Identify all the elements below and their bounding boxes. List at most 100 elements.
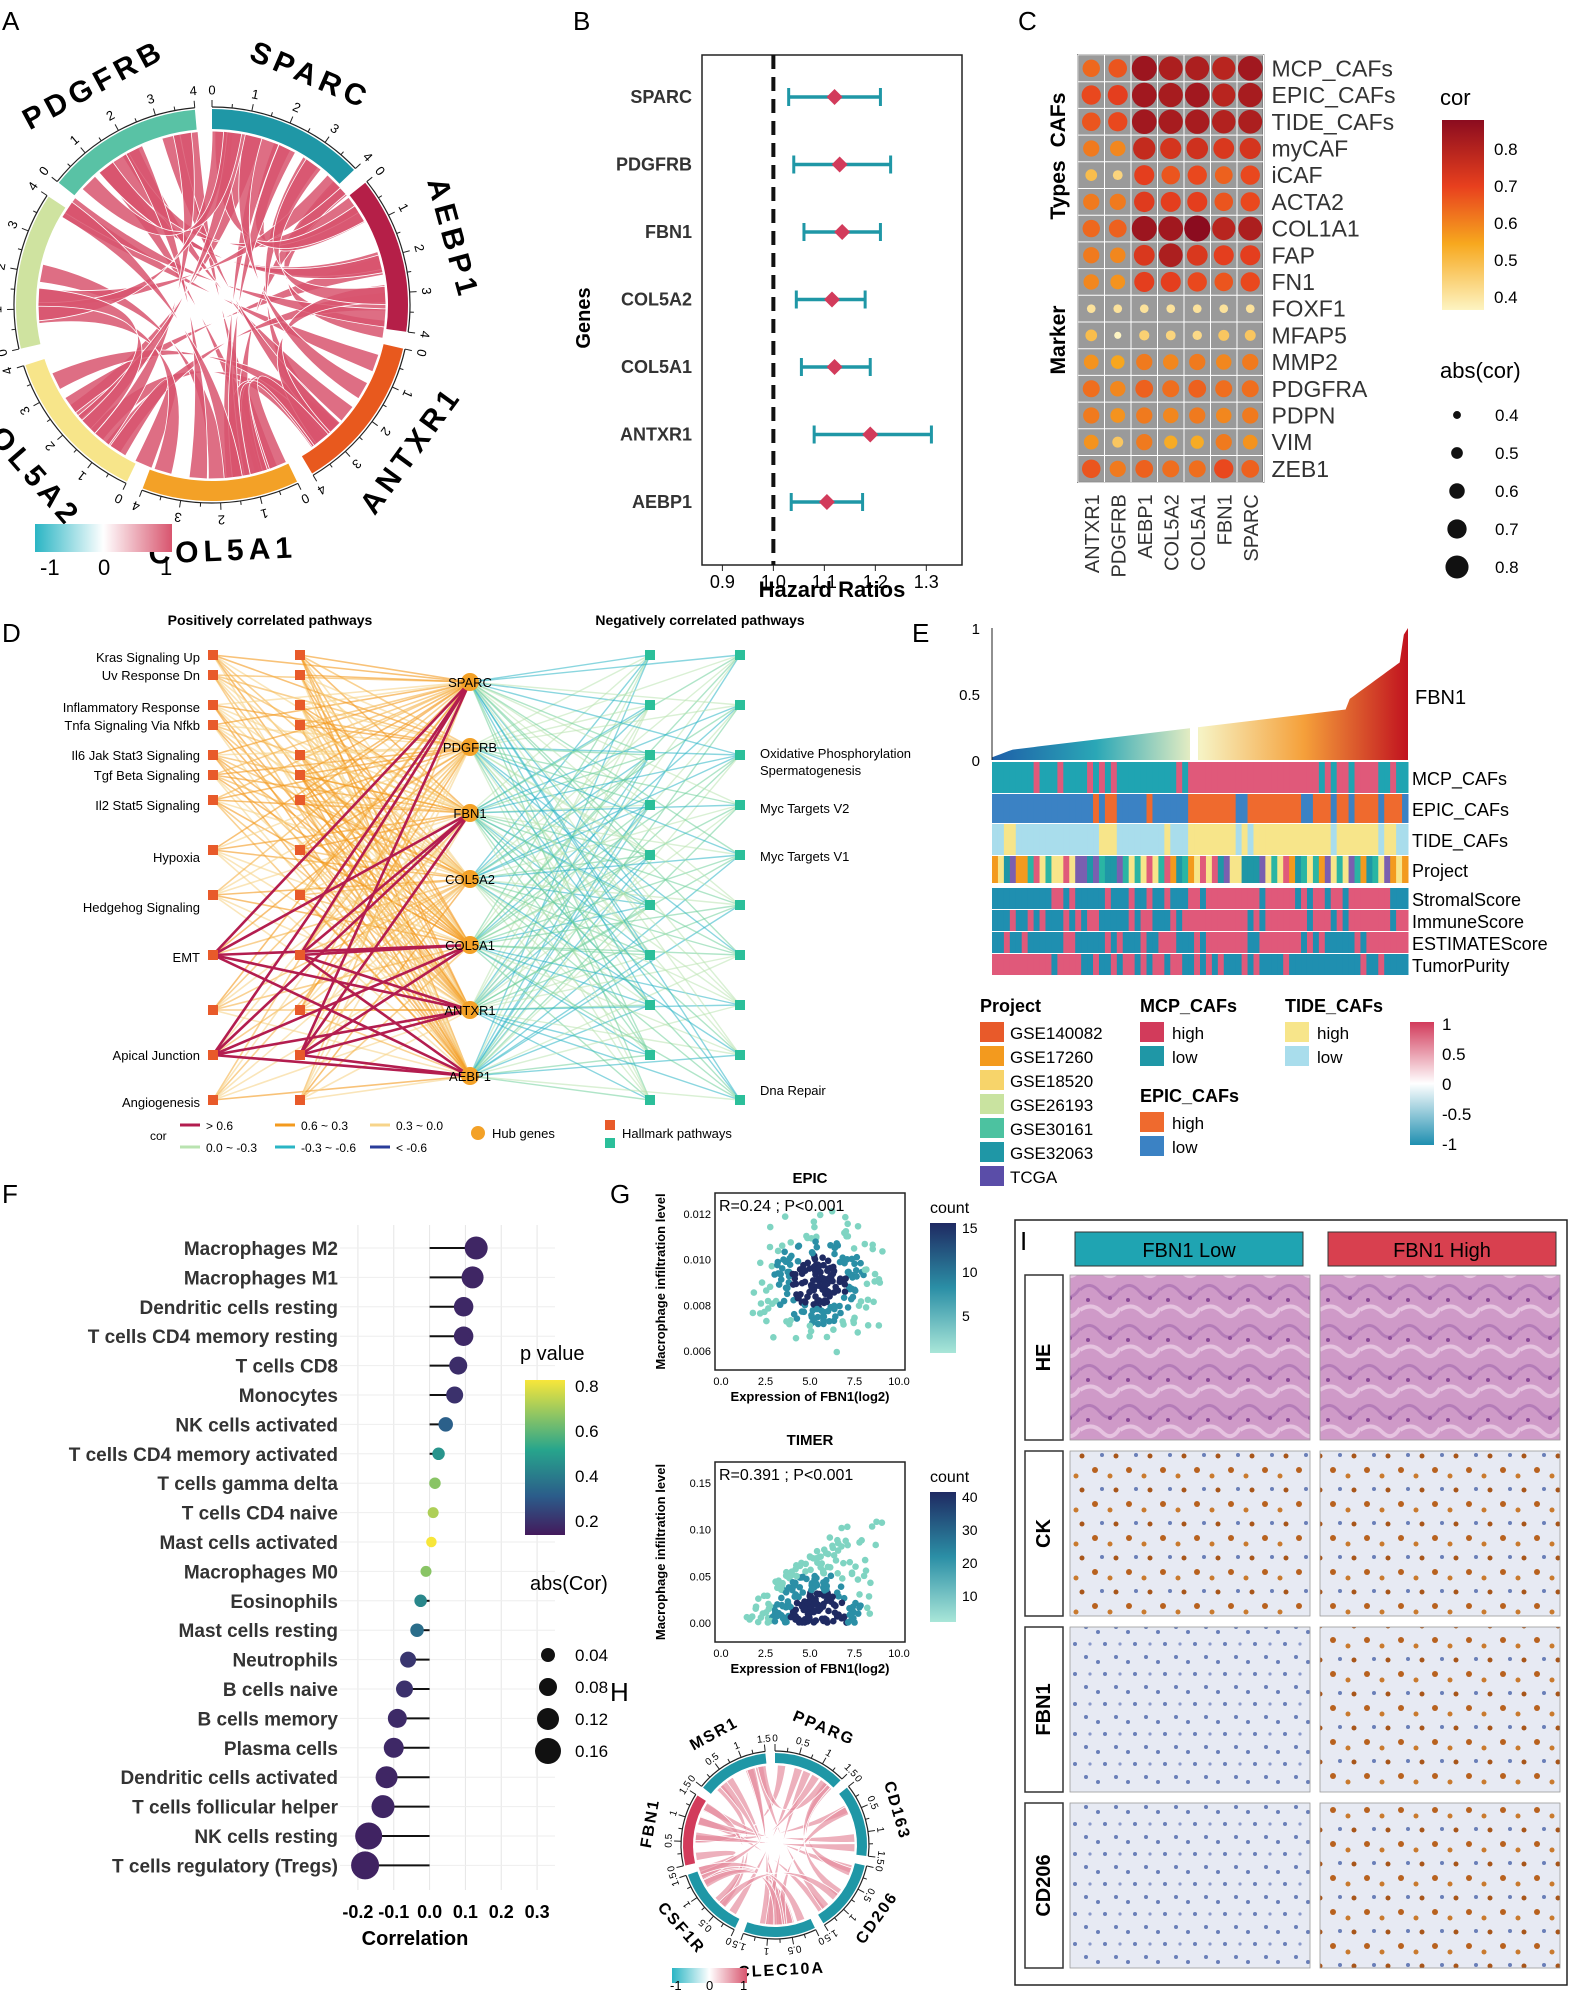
dot-cell [1240,272,1260,292]
heatmap-e-cell [1295,888,1302,909]
lollipop-cell-label: T cells CD4 memory activated [69,1445,338,1466]
heatmap-e-cell [1063,856,1070,883]
sector-tick [679,1874,687,1879]
sector-label: CD206 [853,1889,902,1948]
sector-clec10a [743,1918,815,1938]
network-edge [299,1075,471,1101]
network-edge [299,812,471,851]
dot-cell [1165,330,1176,341]
heatmap-e-cell [1057,954,1064,975]
dot-cell [1214,192,1234,212]
network-edge [469,854,741,1011]
legend-project-label: GSE30161 [1010,1120,1093,1139]
legend-pathway-label: Hallmark pathways [622,1126,732,1141]
network-edge [299,849,471,946]
heatmap-e-cell [1182,856,1189,883]
hexbin-cell [756,1259,764,1267]
sector-tick [404,348,412,352]
heatmap-e-cell [1235,762,1243,793]
hexbin-ytick-label: 0.10 [690,1525,711,1537]
network-edge [469,954,741,1077]
heatmap-e-cell [1390,856,1397,883]
pathway-node [735,750,745,760]
sector-tick [834,1917,838,1922]
heatmap-e-cell [1069,910,1076,931]
heatmap-e-cell [1104,932,1112,953]
forest-gene-label: PDGFRB [616,155,692,175]
heatmap-e-cell [1194,910,1201,931]
legend-scale-tick: -0.5 [1442,1105,1471,1124]
hexbin-cell [823,1619,831,1626]
hexbin-xtick-label: 10.0 [888,1648,909,1660]
p-legend-tick: 0.2 [575,1512,599,1531]
sector-tick [730,1929,735,1937]
dot-cell [1161,165,1181,185]
heatmap-e-cell [1289,932,1296,953]
heatmap-e-cell [1087,954,1094,975]
chord-link [64,197,387,328]
heatmap-e-cell [1271,762,1278,793]
heatmap-e-cell [1372,888,1379,909]
hexbin-cell [766,1602,774,1610]
network-edge [469,812,651,956]
heatmap-e-cell [1075,954,1082,975]
sector-tick [173,106,176,111]
heatmap-e-cell [1093,932,1100,953]
heatmap-e-cell [1348,856,1356,883]
dot-cell [1158,109,1183,134]
pathway-node [645,900,655,910]
pathway-node [645,700,655,710]
heatmap-e-cell [1027,932,1035,953]
row-header-label: CD206 [1033,1854,1055,1916]
heatmap-e-cell [1402,856,1409,883]
sector-tick [98,137,102,142]
forest-xlabel: Hazard Ratios [759,577,906,602]
heatmap-e-cell [1378,824,1385,855]
network-edge [469,746,741,1101]
heatmap-e-cell [1146,932,1153,953]
legend-tide-label: high [1317,1024,1349,1043]
lollipop-cell-label: T cells regulatory (Tregs) [112,1856,338,1877]
heatmap-e-cell [1134,762,1142,793]
legend-project-swatch [980,1070,1004,1090]
dot-cell [1186,244,1208,266]
panel-label-f: F [2,1179,18,1209]
heatmap-e-track-label: MCP_CAFs [1412,769,1507,790]
sector-tick [689,1790,697,1795]
heatmap-e-cell [1122,762,1130,793]
hexbin-cell [864,1296,872,1304]
heatmap-e-cell [1164,954,1171,975]
hexbin-cell [829,1263,837,1271]
heatmap-e-cell [1069,824,1076,855]
hexbin-cell [825,1607,832,1615]
heatmap-e-cell [1396,856,1403,883]
heatmap-e-cell [1122,856,1130,883]
lollipop-xtick-label: 0.2 [489,1902,514,1922]
heatmap-e-cell [1378,856,1385,883]
sector-tick [12,348,20,352]
hexbin-cell [841,1281,849,1288]
dot-cell [1083,354,1099,370]
network-edge [299,704,471,1011]
heatmap-e-cell [1063,954,1070,975]
hexbin-cell [808,1311,815,1319]
heatmap-e-cell [1182,824,1189,855]
dot-cell [1085,169,1098,181]
heatmap-e-cell [1164,824,1171,855]
sector-tick [159,496,162,501]
hexbin-cell [773,1612,781,1620]
heatmap-e-cell [1057,910,1064,931]
heatmap-e-cell [1188,794,1195,823]
network-edge [469,954,651,1077]
heatmap-e-cell [1330,954,1338,975]
heatmap-e-cell [1366,794,1373,823]
heatmap-e-cell [1384,762,1391,793]
hexbin-cell [807,1327,815,1335]
heatmap-e-cell [1110,824,1118,855]
sector-tick [402,250,410,254]
network-edge [299,674,471,1011]
heatmap-e-cell [1003,888,1011,909]
hexbin-cell [854,1329,862,1336]
lollipop-dot [461,1266,484,1289]
legend-project-label: GSE26193 [1010,1096,1093,1115]
